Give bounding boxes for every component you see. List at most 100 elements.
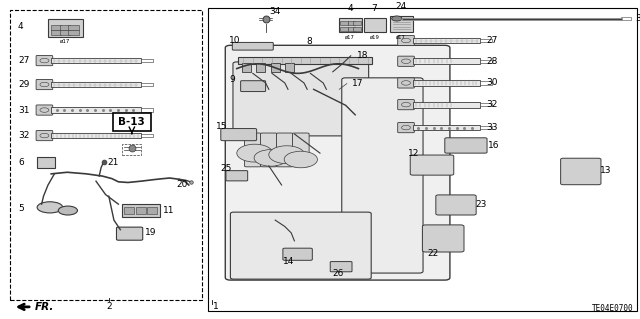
Text: 4: 4 bbox=[348, 4, 353, 13]
Bar bbox=[122, 204, 160, 217]
Bar bbox=[141, 134, 152, 137]
FancyBboxPatch shape bbox=[36, 79, 52, 90]
Ellipse shape bbox=[37, 202, 63, 213]
FancyBboxPatch shape bbox=[330, 262, 352, 272]
Bar bbox=[340, 21, 348, 25]
Bar bbox=[271, 63, 280, 72]
Bar bbox=[60, 25, 70, 30]
Text: 17: 17 bbox=[352, 79, 364, 88]
FancyBboxPatch shape bbox=[232, 42, 273, 50]
Bar bbox=[141, 83, 152, 86]
Bar bbox=[340, 27, 348, 31]
Bar bbox=[339, 18, 362, 32]
FancyBboxPatch shape bbox=[561, 158, 601, 185]
Text: 29: 29 bbox=[18, 80, 29, 89]
Bar bbox=[141, 59, 152, 62]
FancyBboxPatch shape bbox=[233, 62, 369, 136]
Circle shape bbox=[284, 151, 317, 168]
FancyBboxPatch shape bbox=[397, 100, 414, 110]
Bar bbox=[242, 63, 251, 72]
Text: 11: 11 bbox=[163, 206, 175, 215]
Text: 32: 32 bbox=[18, 131, 29, 140]
FancyBboxPatch shape bbox=[276, 133, 293, 167]
Text: 20: 20 bbox=[176, 180, 188, 189]
Text: 7: 7 bbox=[372, 4, 377, 13]
Bar bbox=[147, 207, 157, 214]
Bar bbox=[413, 125, 480, 130]
Bar bbox=[68, 25, 79, 30]
FancyBboxPatch shape bbox=[241, 81, 266, 92]
Bar bbox=[51, 82, 141, 87]
Text: 21: 21 bbox=[108, 158, 119, 167]
Text: B-13: B-13 bbox=[118, 117, 145, 127]
Bar bbox=[364, 18, 386, 32]
Text: 30: 30 bbox=[486, 78, 498, 87]
FancyBboxPatch shape bbox=[397, 56, 414, 66]
Text: 14: 14 bbox=[283, 257, 294, 266]
Text: 26: 26 bbox=[333, 269, 344, 278]
Bar bbox=[480, 60, 492, 63]
Text: 24: 24 bbox=[396, 2, 407, 11]
Text: 4: 4 bbox=[18, 22, 24, 31]
Bar bbox=[480, 103, 492, 106]
Ellipse shape bbox=[58, 206, 77, 215]
Text: 9: 9 bbox=[229, 75, 235, 84]
Text: ø19: ø19 bbox=[369, 34, 380, 40]
Bar bbox=[413, 58, 480, 64]
Bar bbox=[51, 107, 141, 113]
Text: 16: 16 bbox=[488, 141, 499, 150]
Bar bbox=[353, 21, 361, 25]
FancyBboxPatch shape bbox=[225, 45, 450, 280]
Bar bbox=[51, 25, 61, 30]
Text: 22: 22 bbox=[428, 249, 439, 258]
FancyBboxPatch shape bbox=[410, 155, 454, 175]
Bar bbox=[413, 80, 480, 86]
Bar bbox=[348, 21, 355, 25]
FancyBboxPatch shape bbox=[422, 225, 464, 252]
Bar bbox=[238, 57, 372, 64]
FancyBboxPatch shape bbox=[283, 248, 312, 260]
Bar bbox=[348, 27, 355, 31]
Text: 33: 33 bbox=[486, 123, 498, 132]
Circle shape bbox=[269, 146, 305, 164]
Text: 25: 25 bbox=[221, 164, 232, 173]
Text: 12: 12 bbox=[408, 149, 420, 158]
Text: 15: 15 bbox=[216, 122, 228, 131]
Bar bbox=[51, 133, 141, 138]
Text: 18: 18 bbox=[357, 51, 369, 60]
Bar bbox=[141, 108, 152, 112]
Bar bbox=[37, 157, 55, 168]
Text: 8: 8 bbox=[306, 37, 312, 46]
FancyBboxPatch shape bbox=[436, 195, 476, 215]
Text: ø17: ø17 bbox=[345, 34, 355, 40]
Text: 31: 31 bbox=[18, 106, 29, 115]
Text: 10: 10 bbox=[229, 36, 241, 45]
Text: ø17: ø17 bbox=[60, 39, 70, 44]
Text: 32: 32 bbox=[486, 100, 498, 109]
Circle shape bbox=[254, 150, 287, 166]
FancyBboxPatch shape bbox=[221, 129, 257, 141]
FancyBboxPatch shape bbox=[36, 105, 52, 115]
Bar bbox=[51, 30, 61, 35]
Text: 27: 27 bbox=[486, 36, 498, 45]
Bar bbox=[136, 207, 146, 214]
Circle shape bbox=[392, 16, 402, 21]
Bar bbox=[413, 102, 480, 108]
FancyBboxPatch shape bbox=[397, 122, 414, 133]
FancyBboxPatch shape bbox=[445, 138, 487, 153]
Bar bbox=[10, 10, 202, 300]
Text: 27: 27 bbox=[18, 56, 29, 65]
Text: 5: 5 bbox=[18, 204, 24, 213]
Text: 1: 1 bbox=[212, 302, 218, 311]
Text: 2: 2 bbox=[106, 302, 111, 311]
FancyBboxPatch shape bbox=[342, 78, 423, 273]
FancyBboxPatch shape bbox=[226, 171, 248, 181]
Bar bbox=[390, 16, 413, 32]
Text: 23: 23 bbox=[476, 200, 487, 209]
Text: ø17: ø17 bbox=[396, 34, 406, 40]
Bar bbox=[480, 81, 492, 85]
Bar bbox=[480, 39, 492, 42]
Bar bbox=[60, 30, 70, 35]
FancyBboxPatch shape bbox=[397, 35, 414, 46]
FancyBboxPatch shape bbox=[260, 133, 277, 167]
